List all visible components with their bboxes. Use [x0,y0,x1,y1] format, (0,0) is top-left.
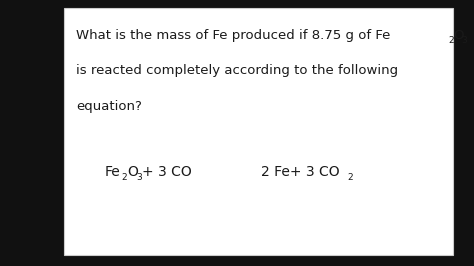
Text: 2: 2 [448,36,454,45]
Text: O: O [453,28,464,41]
Text: is reacted completely according to the following: is reacted completely according to the f… [76,64,398,77]
Text: equation?: equation? [76,100,142,113]
Text: Fe: Fe [104,165,120,178]
Text: 3: 3 [461,36,467,45]
Text: 2: 2 [121,173,127,182]
Text: 2: 2 [347,173,353,182]
Text: 2 Fe+ 3 CO: 2 Fe+ 3 CO [261,165,340,178]
Text: 3: 3 [136,173,142,182]
Text: + 3 CO: + 3 CO [142,165,191,178]
Text: O: O [128,165,138,178]
Text: What is the mass of Fe produced if 8.75 g of Fe: What is the mass of Fe produced if 8.75 … [76,28,390,41]
